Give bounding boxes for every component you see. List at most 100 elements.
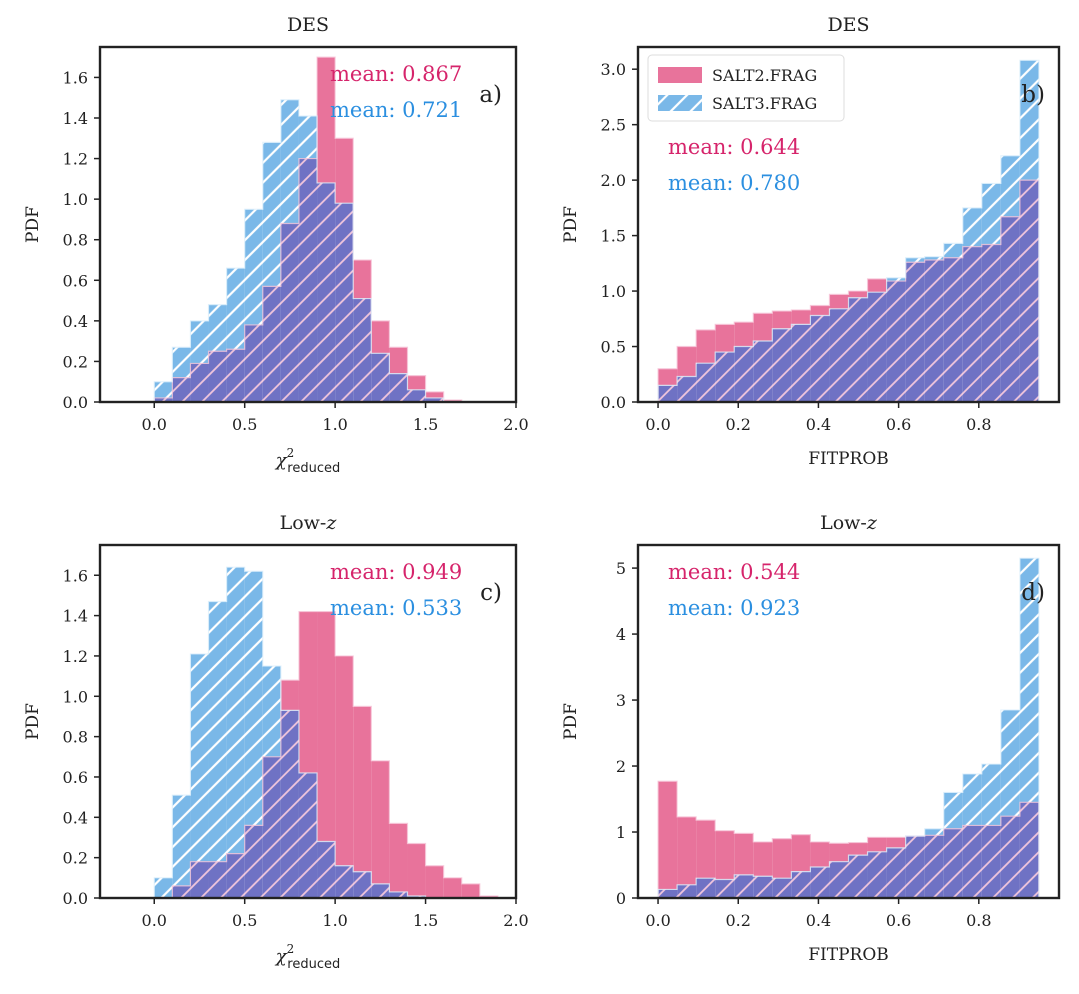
y-tick-label: 2.5 <box>601 116 626 135</box>
x-tick-label: 0.0 <box>645 911 670 930</box>
bar-salt3-17 <box>981 183 1001 245</box>
y-axis-label: PDF <box>561 703 581 740</box>
y-tick-label: 1.5 <box>601 227 626 246</box>
bar-overlap-0 <box>154 397 173 402</box>
outline-salt3 <box>657 59 1040 402</box>
bar-salt3-7 <box>280 99 299 224</box>
bar-overlap-11 <box>353 871 372 898</box>
panel-4: 0.0 0.2 0.4 0.6 0.8 0 1 2 3 4 5 Low-z PDF FITPROB d) me… <box>561 512 1061 965</box>
bar-salt2-4 <box>734 833 754 875</box>
x-tick-label: 1.5 <box>413 415 438 434</box>
x-axis-label: χ2 reduced <box>274 942 341 972</box>
x-tick-label: 2.0 <box>503 415 528 434</box>
bar-salt3-2 <box>190 653 209 862</box>
bar-salt2-17 <box>461 883 480 898</box>
bar-overlap-10 <box>848 297 868 402</box>
y-tick-label: 1.2 <box>63 647 88 666</box>
axes-frame <box>98 45 518 404</box>
outline-salt2 <box>154 610 499 899</box>
axes-frame <box>636 543 1061 900</box>
bar-overlap-14 <box>924 835 944 898</box>
bar-salt2-0 <box>658 781 678 890</box>
bar-overlap-18 <box>1000 816 1020 898</box>
bar-salt2-14 <box>407 375 426 390</box>
axes-frame <box>636 45 1061 404</box>
bar-overlap-9 <box>317 182 336 402</box>
bar-overlap-15 <box>425 397 444 402</box>
bar-salt2-10 <box>335 655 354 866</box>
bar-salt3-0 <box>154 381 173 398</box>
bar-salt3-3 <box>208 601 227 862</box>
bar-salt2-11 <box>867 837 887 852</box>
panel-title: Low-z <box>820 512 878 534</box>
x-tick-label: 0.8 <box>966 415 991 434</box>
bar-overlap-12 <box>371 883 390 898</box>
bar-salt3-19 <box>1019 558 1039 803</box>
panel-label: d) <box>1021 580 1045 606</box>
x-tick-label: 0.5 <box>232 415 257 434</box>
bar-overlap-4 <box>734 346 754 402</box>
y-tick-label: 0.0 <box>63 393 88 412</box>
y-tick-label: 0.4 <box>63 312 88 331</box>
y-tick-label: 0 <box>616 889 626 908</box>
bar-overlap-19 <box>1019 802 1039 898</box>
bar-salt2-2 <box>696 820 716 879</box>
bar-salt2-10 <box>848 842 868 856</box>
mean-annotation-salt2: mean: 0.867 <box>330 62 462 86</box>
bar-overlap-7 <box>791 324 811 402</box>
bar-overlap-8 <box>810 315 830 402</box>
x-axis-label: χ2 reduced <box>274 446 341 476</box>
y-tick-label: 0.0 <box>63 889 88 908</box>
bar-overlap-17 <box>981 825 1001 898</box>
y-tick-label: 1.4 <box>63 607 88 626</box>
bar-salt3-16 <box>962 207 982 247</box>
bar-salt3-16 <box>962 773 982 826</box>
bar-salt2-9 <box>829 294 849 309</box>
bar-salt2-1 <box>677 816 697 885</box>
bar-overlap-12 <box>371 353 390 402</box>
y-tick-label: 0.4 <box>63 808 88 827</box>
y-tick-label: 2.0 <box>601 171 626 190</box>
bar-salt3-12 <box>886 277 906 282</box>
bar-overlap-4 <box>226 349 245 402</box>
bar-overlap-16 <box>962 246 982 402</box>
bar-salt3-2 <box>190 320 209 364</box>
outline-salt3 <box>657 557 1040 898</box>
bar-overlap-2 <box>696 878 716 898</box>
axes-frame <box>98 543 518 900</box>
bar-salt3-15 <box>943 243 963 258</box>
bar-overlap-10 <box>335 203 354 402</box>
y-tick-label: 0.6 <box>63 768 88 787</box>
x-tick-label: 1.0 <box>322 415 347 434</box>
bar-salt2-11 <box>353 706 372 872</box>
bar-salt2-8 <box>810 305 830 316</box>
bar-overlap-9 <box>317 841 336 898</box>
y-tick-label: 1.4 <box>63 109 88 128</box>
bar-salt2-10 <box>848 291 868 298</box>
bar-overlap-16 <box>962 825 982 898</box>
y-tick-label: 1.6 <box>63 566 88 585</box>
bar-overlap-13 <box>905 835 925 898</box>
bar-salt2-12 <box>371 760 390 884</box>
y-tick-label: 3.0 <box>601 60 626 79</box>
y-tick-label: 1.0 <box>63 687 88 706</box>
bar-salt2-11 <box>867 278 887 293</box>
bar-salt3-6 <box>262 666 281 757</box>
bar-salt3-19 <box>1019 60 1039 181</box>
outline-salt3 <box>153 566 498 899</box>
bar-overlap-1 <box>677 376 697 402</box>
bar-salt2-2 <box>696 329 716 364</box>
bar-salt2-9 <box>317 611 336 842</box>
bar-salt3-4 <box>226 567 245 854</box>
bar-salt3-14 <box>924 828 944 836</box>
bar-overlap-13 <box>389 891 408 898</box>
x-tick-label: 1.5 <box>413 911 438 930</box>
bar-overlap-14 <box>924 260 944 402</box>
outline-salt2 <box>153 56 463 402</box>
mean-annotation-salt3: mean: 0.923 <box>668 596 800 620</box>
bar-salt2-5 <box>753 841 773 877</box>
x-tick-label: 0.4 <box>806 415 831 434</box>
bar-overlap-6 <box>772 328 792 402</box>
bar-salt3-8 <box>298 115 318 159</box>
bar-overlap-10 <box>335 865 354 898</box>
